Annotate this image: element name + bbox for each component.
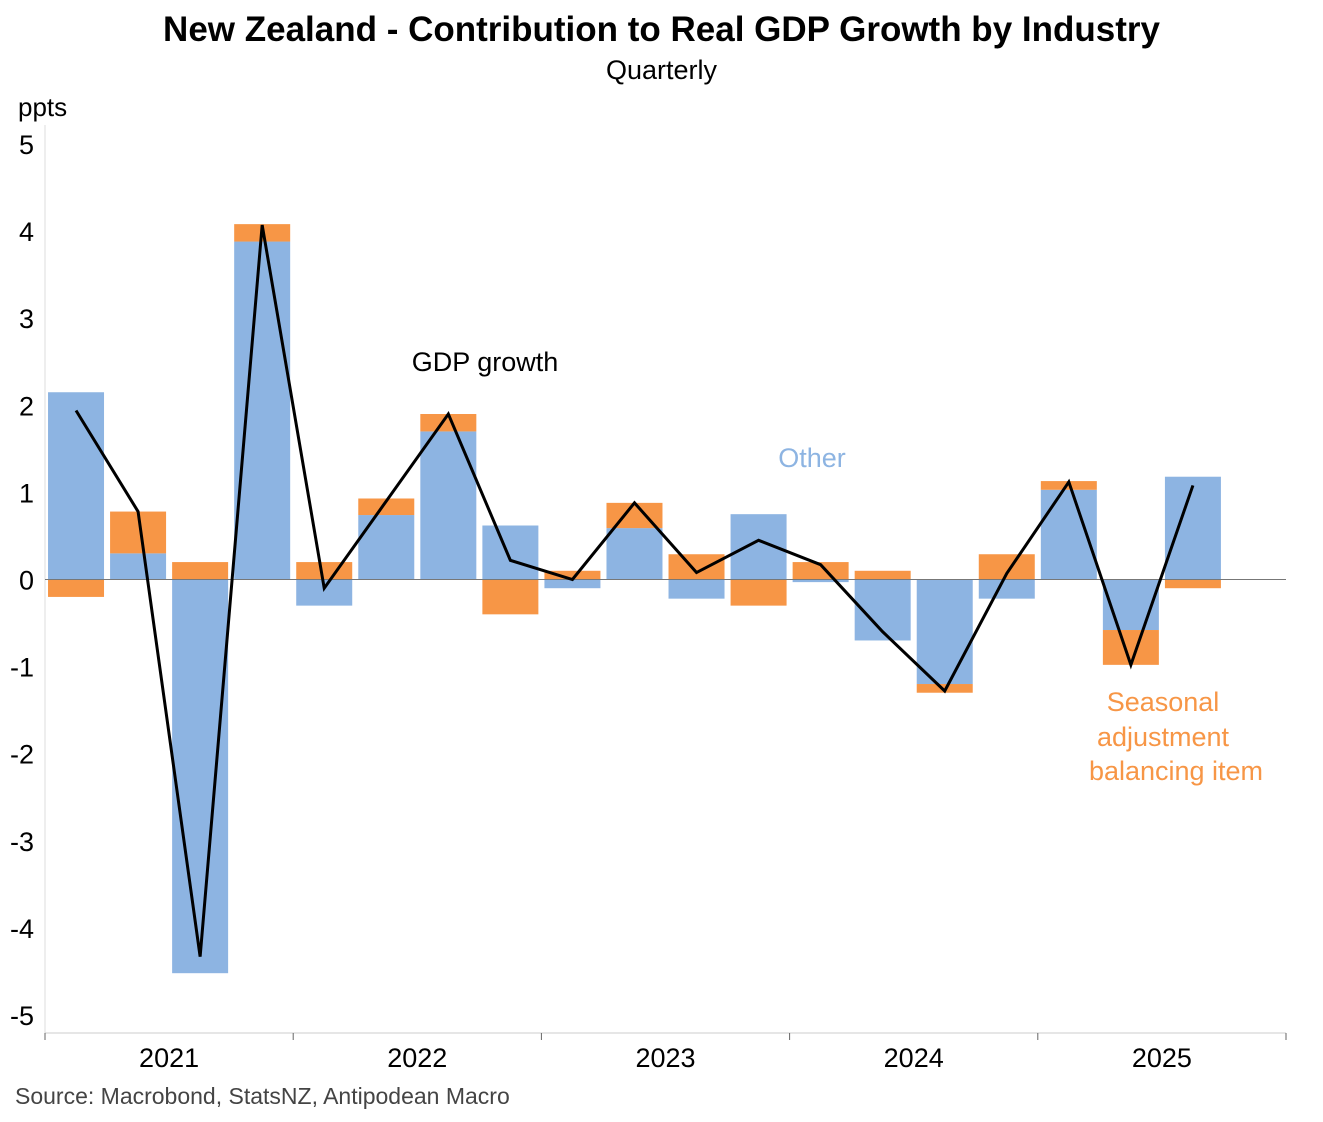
annotation-gdp-growth: GDP growth	[412, 347, 559, 377]
bar-other	[110, 553, 167, 580]
x-tick-label: 2024	[884, 1043, 944, 1073]
bar-seasonal	[48, 579, 105, 597]
bar-other	[916, 579, 973, 685]
bar-seasonal	[420, 414, 477, 432]
chart-title: New Zealand - Contribution to Real GDP G…	[163, 10, 1160, 49]
x-tick-label: 2022	[387, 1043, 447, 1073]
y-tick-label: -2	[10, 740, 34, 770]
bar-seasonal	[792, 562, 849, 580]
bar-other	[172, 579, 229, 974]
bar-seasonal	[668, 554, 725, 580]
annotation-seasonal-3: balancing item	[1089, 756, 1263, 786]
y-axis-label: ppts	[18, 92, 67, 122]
bar-other	[1040, 489, 1097, 580]
bar-seasonal	[1164, 579, 1221, 589]
y-tick-label: 4	[19, 217, 34, 247]
source-note: Source: Macrobond, StatsNZ, Antipodean M…	[15, 1083, 510, 1109]
y-tick-label: 0	[19, 566, 34, 596]
bar-other	[668, 579, 725, 599]
bar-seasonal	[730, 579, 787, 606]
bar-seasonal	[544, 570, 601, 580]
y-tick-label: -5	[10, 1001, 34, 1031]
annotation-other: Other	[778, 443, 846, 473]
bar-seasonal	[1102, 630, 1159, 665]
bar-other	[234, 241, 291, 580]
y-tick-label: 3	[19, 304, 34, 334]
bar-other	[606, 528, 663, 580]
bar-other	[420, 431, 477, 580]
bar-other	[1102, 579, 1159, 631]
gdp-growth-line	[74, 224, 1195, 957]
y-tick-label: -1	[10, 653, 34, 683]
y-tick-label: 1	[19, 478, 34, 508]
bar-other	[978, 579, 1035, 599]
x-tick-label: 2023	[635, 1043, 695, 1073]
bar-seasonal	[358, 498, 415, 516]
y-tick-label: -3	[10, 827, 34, 857]
x-tick-label: 2021	[139, 1043, 199, 1073]
bar-other	[482, 525, 539, 580]
x-tick-label: 2025	[1132, 1043, 1192, 1073]
bar-other	[792, 579, 849, 583]
bar-seasonal	[172, 562, 229, 580]
bar-other	[1164, 476, 1221, 580]
bar-seasonal	[482, 579, 539, 615]
annotation-seasonal-1: Seasonal	[1107, 687, 1220, 717]
chart-subtitle: Quarterly	[605, 55, 718, 85]
bar-other	[358, 515, 415, 580]
y-tick-label: 2	[19, 391, 34, 421]
bar-other	[544, 579, 601, 589]
y-tick-label: 5	[19, 130, 34, 160]
bar-other	[48, 392, 105, 580]
bar-seasonal	[854, 570, 911, 580]
bar-seasonal	[296, 562, 353, 580]
y-tick-label: -4	[10, 914, 34, 944]
annotation-seasonal-2: adjustment	[1097, 722, 1230, 752]
